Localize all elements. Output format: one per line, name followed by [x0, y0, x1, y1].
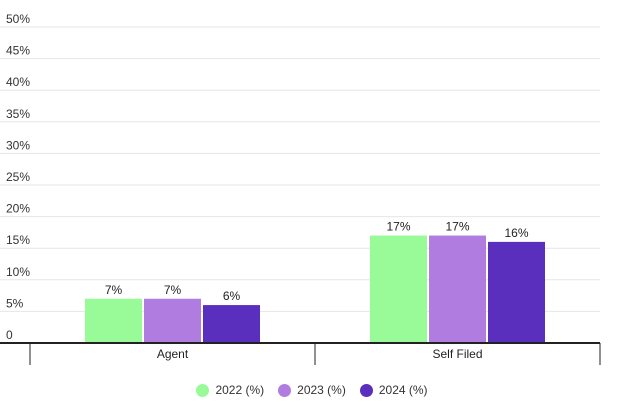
- legend: 2022 (%) 2023 (%) 2024 (%): [0, 383, 624, 397]
- legend-label: 2024 (%): [378, 383, 428, 397]
- x-axis: Agent Self Filed: [0, 342, 601, 365]
- y-tick-label: 20%: [6, 202, 30, 216]
- bar[interactable]: [488, 241, 545, 343]
- legend-item[interactable]: 2024 (%): [359, 383, 428, 397]
- bar[interactable]: [85, 298, 142, 343]
- bars: [85, 235, 545, 343]
- data-label: 7%: [105, 283, 123, 297]
- legend-swatch: [359, 383, 373, 397]
- bar[interactable]: [370, 235, 427, 343]
- gridlines: [0, 26, 600, 312]
- y-tick-label: 30%: [6, 138, 30, 152]
- y-tick-label: 10%: [6, 265, 30, 279]
- legend-label: 2022 (%): [215, 383, 265, 397]
- data-labels: 7% 7% 6% 17% 17% 16%: [105, 220, 529, 304]
- x-tick-label: Agent: [157, 347, 189, 361]
- y-tick-label: 40%: [6, 75, 30, 89]
- x-tick-label: Self Filed: [432, 347, 482, 361]
- y-axis-ticks: 0 5% 10% 15% 20% 25% 30% 35% 40% 45% 50%: [6, 12, 30, 342]
- legend-item[interactable]: 2022 (%): [196, 383, 264, 397]
- y-tick-label: 0: [6, 328, 13, 342]
- y-tick-label: 5%: [6, 296, 24, 310]
- data-label: 7%: [164, 283, 182, 297]
- legend-swatch: [278, 383, 292, 397]
- legend-swatch: [196, 383, 210, 397]
- data-label: 6%: [223, 289, 241, 303]
- bar[interactable]: [429, 235, 486, 343]
- bar[interactable]: [203, 305, 260, 343]
- legend-item[interactable]: 2023 (%): [278, 383, 346, 397]
- data-label: 17%: [445, 220, 469, 234]
- bar[interactable]: [144, 298, 201, 343]
- data-label: 16%: [504, 226, 528, 240]
- legend-label: 2023 (%): [297, 383, 346, 397]
- data-label: 17%: [386, 220, 410, 234]
- y-tick-label: 15%: [6, 233, 30, 247]
- y-tick-label: 35%: [6, 107, 30, 121]
- y-tick-label: 45%: [6, 44, 30, 58]
- y-tick-label: 25%: [6, 170, 30, 184]
- y-tick-label: 50%: [6, 12, 30, 26]
